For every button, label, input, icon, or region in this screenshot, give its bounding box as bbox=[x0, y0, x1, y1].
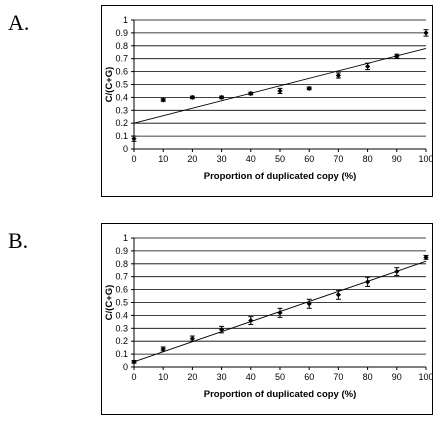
y-tick-label: 0.1 bbox=[115, 349, 128, 359]
x-axis-label: Proportion of duplicated copy (%) bbox=[204, 171, 357, 182]
x-tick-label: 50 bbox=[275, 372, 285, 382]
y-tick-label: 0.3 bbox=[115, 323, 128, 333]
x-tick-label: 10 bbox=[158, 154, 168, 164]
data-point bbox=[248, 90, 254, 97]
x-tick-label: 80 bbox=[363, 154, 373, 164]
panel-letter-a: A. bbox=[8, 10, 30, 35]
data-point bbox=[277, 88, 283, 94]
y-tick-label: 1 bbox=[123, 15, 128, 25]
chart-frame bbox=[101, 223, 433, 415]
y-tick-label: 0.9 bbox=[115, 246, 128, 256]
x-tick-label: 50 bbox=[275, 154, 285, 164]
x-tick-label: 40 bbox=[246, 372, 256, 382]
panel-letter-b: B. bbox=[8, 228, 29, 253]
trendline bbox=[133, 47, 427, 124]
y-tick-label: 0.1 bbox=[115, 131, 128, 141]
x-tick-label: 0 bbox=[131, 372, 136, 382]
x-tick-label: 20 bbox=[187, 372, 197, 382]
x-tick-label: 100 bbox=[418, 372, 433, 382]
x-tick-label: 70 bbox=[333, 372, 343, 382]
y-tick-label: 0.6 bbox=[115, 285, 128, 295]
y-tick-label: 0.2 bbox=[115, 336, 128, 346]
y-tick-label: 1 bbox=[123, 233, 128, 243]
y-tick-label: 0 bbox=[123, 362, 128, 372]
x-tick-label: 70 bbox=[333, 154, 343, 164]
data-point bbox=[219, 94, 225, 100]
x-tick-label: 90 bbox=[392, 372, 402, 382]
data-point bbox=[277, 310, 283, 316]
x-tick-label: 30 bbox=[217, 154, 227, 164]
y-tick-label: 0.3 bbox=[115, 105, 128, 115]
y-tick-label: 0.6 bbox=[115, 67, 128, 77]
x-tick-label: 90 bbox=[392, 154, 402, 164]
y-tick-label: 0.4 bbox=[115, 92, 128, 102]
y-axis-label: C/(C+G) bbox=[104, 67, 115, 103]
chart-b: 00.10.20.30.40.50.60.70.80.910 10 20 30 40 50… bbox=[101, 223, 433, 415]
data-point bbox=[160, 346, 166, 352]
data-point bbox=[365, 279, 371, 285]
x-tick-label: 60 bbox=[304, 154, 314, 164]
y-tick-label: 0.8 bbox=[115, 41, 128, 51]
y-tick-label: 0.7 bbox=[115, 54, 128, 64]
data-point bbox=[394, 53, 400, 59]
data-point bbox=[131, 136, 137, 142]
x-axis-label: Proportion of duplicated copy (%) bbox=[204, 389, 357, 400]
x-tick-label: 20 bbox=[187, 154, 197, 164]
data-point bbox=[306, 85, 312, 91]
data-point bbox=[131, 359, 137, 365]
x-tick-label: 30 bbox=[217, 372, 227, 382]
chart-a: 00.10.20.30.40.50.60.70.80.910 10 20 30 40 50… bbox=[101, 5, 433, 197]
y-tick-label: 0 bbox=[123, 144, 128, 154]
x-tick-label: 60 bbox=[304, 372, 314, 382]
y-tick-label: 0.7 bbox=[115, 272, 128, 282]
y-axis-label: C/(C+G) bbox=[104, 285, 115, 321]
data-point bbox=[423, 30, 429, 36]
data-point bbox=[160, 97, 166, 103]
y-tick-label: 0.4 bbox=[115, 310, 128, 320]
y-tick-label: 0.5 bbox=[115, 298, 128, 308]
x-tick-label: 40 bbox=[246, 154, 256, 164]
x-tick-label: 10 bbox=[158, 372, 168, 382]
data-point bbox=[189, 336, 195, 342]
x-tick-label: 100 bbox=[418, 154, 433, 164]
data-point bbox=[365, 63, 371, 70]
y-tick-label: 0.5 bbox=[115, 80, 128, 90]
data-point bbox=[248, 317, 254, 324]
y-tick-label: 0.9 bbox=[115, 28, 128, 38]
y-tick-label: 0.8 bbox=[115, 259, 128, 269]
y-tick-label: 0.2 bbox=[115, 118, 128, 128]
x-tick-label: 80 bbox=[363, 372, 373, 382]
x-tick-label: 0 bbox=[131, 154, 136, 164]
data-point bbox=[189, 94, 195, 100]
data-point bbox=[335, 72, 341, 79]
chart-frame bbox=[101, 5, 433, 197]
